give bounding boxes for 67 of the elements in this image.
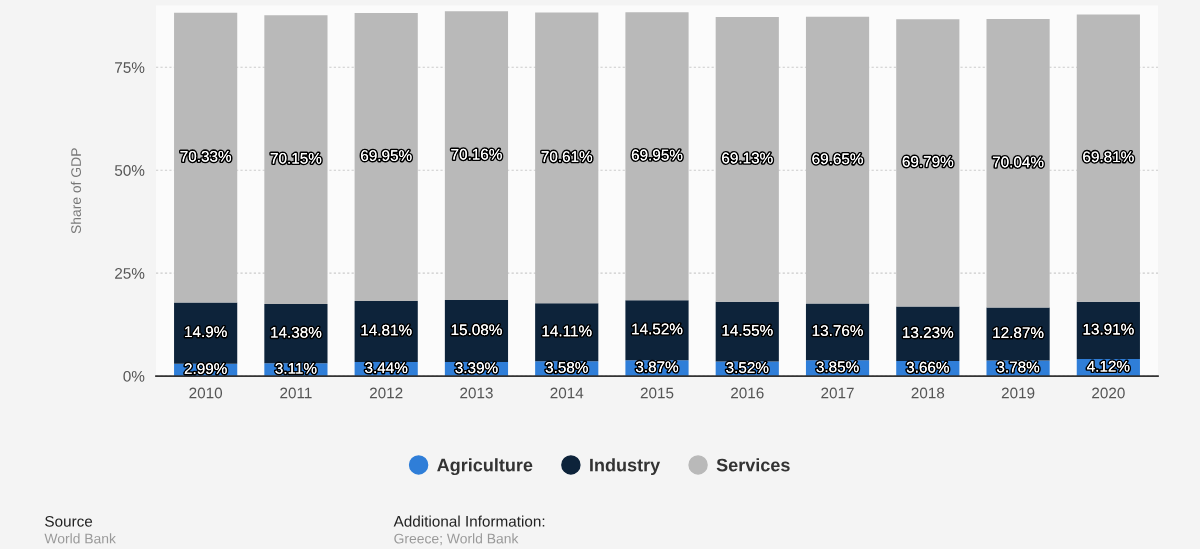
data-label: 13.23% (903, 327, 954, 338)
data-label: 69.95% (361, 150, 412, 162)
data-label: 4.12% (1087, 360, 1130, 372)
data-label: 14.55% (722, 324, 773, 336)
data-label: 3.39% (455, 362, 498, 374)
x-tick-label: 2017 (821, 387, 854, 399)
bar (1076, 14, 1140, 302)
y-tick-label: 0% (123, 370, 145, 382)
bar (535, 12, 599, 304)
y-tick-label: 75% (115, 62, 145, 73)
text: Greece; World Bank (394, 533, 519, 546)
data-label: 3.44% (365, 362, 408, 374)
data-label: 14.9% (185, 326, 227, 338)
data-label: 15.08% (451, 324, 502, 336)
data-label: 13.91% (1083, 323, 1134, 335)
legend-label: Services (716, 458, 790, 472)
data-label: 70.15% (270, 152, 322, 164)
y-tick-label: 50% (114, 165, 145, 176)
data-label: 69.81% (1083, 151, 1134, 163)
y-axis-title: Share of GDP (70, 148, 82, 234)
data-label: 69.13% (722, 152, 773, 164)
bar (444, 11, 509, 301)
data-label: 70.04% (992, 156, 1044, 168)
legend-label: Agriculture (437, 458, 533, 476)
data-label: 69.79% (902, 156, 954, 167)
x-tick-label: 2014 (550, 387, 584, 399)
x-tick-label: 2019 (1001, 387, 1035, 399)
data-label: 3.52% (726, 362, 769, 373)
text: World Bank (44, 533, 116, 544)
bar (805, 16, 870, 304)
bar (174, 12, 238, 303)
data-label: 3.66% (906, 361, 949, 373)
bar (354, 12, 418, 301)
data-label: 14.11% (542, 325, 592, 337)
data-label: 3.87% (635, 361, 679, 373)
data-label: 3.58% (545, 361, 588, 373)
y-tick-label: 25% (115, 268, 145, 279)
data-label: 14.52% (632, 323, 683, 335)
data-label: 14.38% (271, 326, 322, 338)
x-tick-label: 2018 (911, 387, 945, 399)
legend-label: Industry (590, 458, 661, 476)
text: Source (45, 515, 93, 527)
data-label: 3.78% (997, 361, 1040, 373)
x-tick-label: 2016 (731, 387, 764, 399)
x-tick-label: 2010 (189, 387, 223, 399)
data-label: 69.95% (631, 149, 683, 161)
data-label: 2.99% (184, 363, 227, 375)
x-tick-label: 2013 (460, 387, 493, 399)
data-label: 3.85% (816, 361, 859, 373)
x-tick-label: 2012 (369, 387, 403, 399)
bar (625, 12, 689, 301)
x-tick-label: 2020 (1092, 387, 1125, 399)
bar (715, 17, 779, 302)
x-tick-label: 2011 (280, 387, 312, 399)
x-tick-label: 2015 (640, 387, 674, 399)
data-label: 70.33% (180, 150, 232, 162)
bar (896, 19, 960, 307)
data-label: 70.61% (541, 151, 593, 162)
data-label: 13.76% (812, 325, 863, 336)
data-label: 69.65% (812, 153, 863, 165)
bar (986, 19, 1050, 308)
data-label: 14.81% (361, 324, 412, 336)
data-label: 12.87% (993, 327, 1044, 339)
data-label: 70.16% (451, 148, 502, 160)
text: Additional Information: (393, 515, 545, 527)
bar (264, 15, 328, 305)
data-label: 3.11% (275, 362, 317, 374)
